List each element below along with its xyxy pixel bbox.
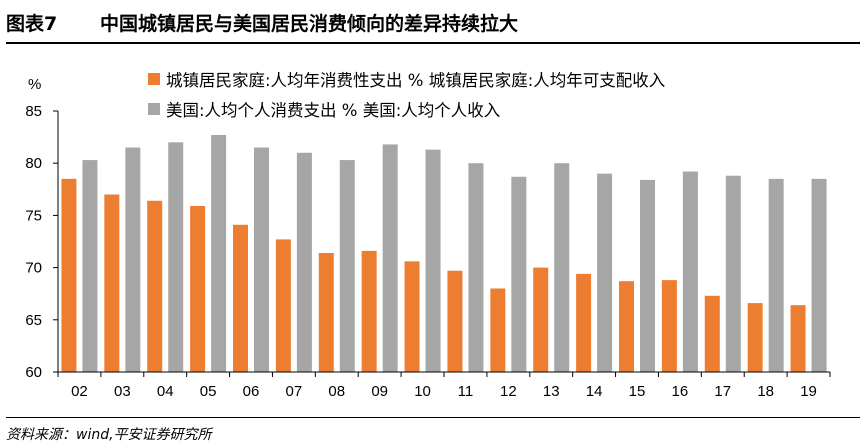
bar-us-17 [725, 175, 741, 372]
bar-us-15 [640, 179, 655, 372]
x-tick-label-09: 09 [371, 383, 388, 400]
y-axis-unit-label: % [28, 76, 41, 93]
x-tick-label-17: 17 [714, 383, 731, 400]
legend-item-china: 城镇居民家庭:人均年消费性支出 % 城镇居民家庭:人均年可支配收入 [148, 64, 665, 94]
bar-us-07 [296, 152, 312, 372]
bar-china-18 [747, 303, 763, 372]
bar-china-12 [490, 288, 506, 372]
x-tick-label-10: 10 [414, 383, 431, 400]
y-tick-label-80: 80 [25, 155, 42, 172]
bar-us-11 [468, 163, 484, 372]
bar-us-06 [254, 147, 269, 372]
bar-china-05 [190, 206, 206, 372]
x-tick-label-05: 05 [200, 383, 217, 400]
bar-china-02 [61, 178, 77, 372]
legend-swatch-us [148, 103, 160, 115]
x-tick-label-11: 11 [458, 383, 474, 400]
bar-us-02 [82, 160, 98, 372]
bar-china-13 [533, 267, 549, 372]
header-rule [6, 42, 860, 44]
x-tick-label-14: 14 [586, 383, 603, 400]
bar-china-15 [619, 281, 634, 372]
y-tick-label-65: 65 [25, 312, 42, 329]
bar-china-17 [704, 295, 720, 372]
y-tick-label-75: 75 [25, 207, 42, 224]
bar-us-09 [382, 144, 398, 372]
y-ticks-group: 60 65 70 75 80 85 [25, 103, 58, 381]
bar-us-12 [511, 176, 527, 372]
bar-china-10 [404, 261, 420, 372]
y-tick-label-85: 85 [25, 103, 42, 120]
x-tick-label-06: 06 [243, 383, 260, 400]
x-tick-label-18: 18 [757, 383, 774, 400]
bar-china-14 [576, 273, 592, 372]
bar-us-08 [339, 160, 355, 372]
legend-item-us: 美国:人均个人消费支出 % 美国:人均个人收入 [148, 94, 665, 124]
x-tick-label-08: 08 [328, 383, 345, 400]
x-tick-label-15: 15 [629, 383, 646, 400]
bar-us-04 [168, 142, 184, 372]
bar-china-03 [104, 194, 120, 372]
x-tick-label-16: 16 [672, 383, 689, 400]
figure-header: 图表7 中国城镇居民与美国居民消费倾向的差异持续拉大 [0, 0, 866, 46]
bar-us-03 [125, 147, 141, 372]
x-tick-label-02: 02 [71, 383, 88, 400]
bar-us-19 [811, 178, 827, 372]
x-tick-label-03: 03 [114, 383, 131, 400]
x-tick-label-04: 04 [157, 383, 174, 400]
figure-label: 图表7 [6, 13, 58, 35]
bar-us-14 [597, 173, 613, 372]
source-note: 资料来源：wind,平安证券研究所 [6, 427, 212, 443]
bars-group [61, 135, 827, 372]
x-tick-label-13: 13 [543, 383, 560, 400]
y-tick-label-60: 60 [25, 364, 42, 381]
legend-swatch-china [148, 73, 160, 85]
x-tick-label-12: 12 [500, 383, 517, 400]
bar-us-18 [768, 178, 784, 372]
bar-chart: 60 65 70 75 80 85 02 03 04 05 06 07 08 09 10 11 12 13 14 1… [25, 76, 831, 400]
bar-china-11 [447, 270, 463, 372]
bar-us-13 [554, 163, 570, 372]
bar-us-05 [211, 135, 227, 372]
bar-china-16 [661, 280, 677, 372]
bar-us-10 [425, 149, 441, 372]
legend-label-us: 美国:人均个人消费支出 % 美国:人均个人收入 [166, 101, 501, 120]
y-tick-label-70: 70 [25, 260, 42, 277]
x-tick-label-07: 07 [286, 383, 303, 400]
bar-china-04 [147, 200, 163, 372]
x-tick-label-19: 19 [800, 383, 817, 400]
bar-us-16 [682, 171, 698, 372]
bar-china-09 [361, 250, 377, 372]
x-ticks-group: 02 03 04 05 06 07 08 09 10 11 12 13 14 15 16 17 18 19 [57, 372, 831, 400]
legend: 城镇居民家庭:人均年消费性支出 % 城镇居民家庭:人均年可支配收入 美国:人均个… [148, 64, 665, 124]
footer-rule [6, 417, 860, 418]
figure-title: 中国城镇居民与美国居民消费倾向的差异持续拉大 [100, 13, 519, 35]
bar-china-06 [233, 224, 248, 372]
bar-china-07 [275, 239, 291, 372]
bar-china-08 [318, 252, 334, 372]
bar-china-19 [790, 305, 806, 372]
legend-label-china: 城镇居民家庭:人均年消费性支出 % 城镇居民家庭:人均年可支配收入 [166, 71, 666, 90]
